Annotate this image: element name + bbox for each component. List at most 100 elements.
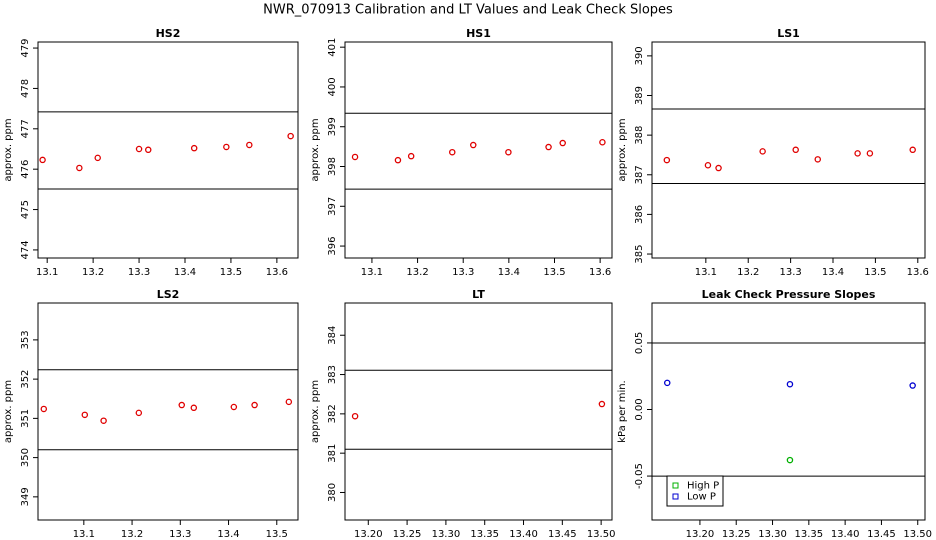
y-tick-label: 351	[20, 409, 31, 428]
y-tick-label: 381	[327, 444, 338, 463]
point	[470, 141, 477, 149]
x-tick-label: 13.30	[432, 529, 461, 540]
plot-frame	[651, 302, 926, 521]
point	[599, 138, 606, 146]
y-tick-label: 384	[327, 326, 338, 345]
y-axis-label: approx. ppm	[3, 380, 14, 443]
y-tick-label: 385	[634, 244, 645, 263]
point	[866, 150, 874, 157]
x-tick-label: 13.45	[867, 529, 896, 540]
point	[449, 148, 456, 156]
y-tick-label: 353	[20, 330, 31, 349]
y-tick-label: 387	[634, 165, 645, 184]
legend-frame	[666, 475, 724, 507]
x-tick-label: 13.1	[73, 529, 95, 540]
point	[351, 153, 359, 161]
x-tick-label: 13.3	[779, 267, 801, 278]
point	[135, 145, 143, 153]
point	[100, 417, 107, 424]
x-tick-label: 13.6	[907, 267, 929, 278]
x-tick-label: 13.20	[354, 529, 383, 540]
x-tick-label: 13.1	[36, 267, 58, 278]
panel-title: LS2	[157, 288, 180, 301]
point	[144, 146, 152, 154]
y-tick-label: 477	[20, 119, 31, 138]
x-tick-label: 13.3	[452, 267, 474, 278]
legend-label: High P	[687, 481, 719, 492]
y-axis-label: approx. ppm	[617, 118, 628, 181]
point	[545, 143, 552, 151]
point	[759, 148, 766, 155]
x-tick-label: 13.45	[548, 529, 577, 540]
y-tick-label: 397	[327, 197, 338, 216]
x-tick-label: 13.5	[266, 529, 288, 540]
x-tick-label: 13.5	[543, 267, 565, 278]
y-tick-label: 389	[634, 86, 645, 105]
y-tick-label: 475	[20, 200, 31, 219]
y-tick-label: 390	[634, 46, 645, 65]
panel-title: Leak Check Pressure Slopes	[702, 288, 876, 301]
y-tick-label: 380	[327, 483, 338, 502]
y-axis-label: approx. ppm	[310, 118, 321, 181]
legend-swatch	[672, 493, 679, 500]
y-tick-label: 398	[327, 157, 338, 176]
y-tick-label: 476	[20, 160, 31, 179]
x-tick-label: 13.6	[589, 267, 611, 278]
x-tick-label: 13.2	[406, 267, 428, 278]
x-tick-label: 13.3	[128, 267, 150, 278]
plot-frame	[651, 41, 926, 259]
point	[178, 401, 185, 409]
y-axis-label: approx. ppm	[3, 118, 14, 181]
x-tick-label: 13.40	[509, 529, 538, 540]
point	[287, 132, 294, 140]
point	[505, 148, 512, 156]
y-tick-label: 396	[327, 237, 338, 256]
y-tick-label: 0.00	[634, 398, 645, 420]
plot-frame	[344, 302, 613, 521]
point	[394, 156, 402, 164]
point	[285, 398, 293, 406]
x-tick-label: 13.35	[470, 529, 499, 540]
x-tick-label: 13.3	[169, 529, 191, 540]
x-tick-label: 13.1	[361, 267, 383, 278]
x-tick-label: 13.35	[795, 529, 824, 540]
y-tick-label: 0.05	[634, 332, 645, 354]
y-tick-label: 386	[634, 205, 645, 224]
point	[663, 156, 671, 164]
point	[663, 379, 671, 387]
point	[40, 405, 48, 413]
x-tick-label: 13.5	[864, 267, 886, 278]
point	[76, 164, 83, 172]
y-tick-label: 479	[20, 39, 31, 58]
point	[135, 409, 143, 417]
y-tick-label: 478	[20, 79, 31, 98]
y-tick-label: -0.05	[634, 463, 645, 489]
point	[786, 456, 794, 464]
y-tick-label: 383	[327, 365, 338, 384]
point	[223, 143, 230, 151]
x-tick-label: 13.25	[393, 529, 422, 540]
y-tick-label: 349	[20, 487, 31, 506]
point	[854, 150, 861, 157]
point	[704, 162, 712, 169]
point	[230, 403, 238, 411]
point	[351, 412, 359, 420]
y-axis-label: kPa per min.	[617, 380, 628, 443]
x-tick-label: 13.50	[903, 529, 932, 540]
point	[715, 164, 722, 172]
panel-title: LS1	[777, 27, 800, 40]
point	[246, 141, 253, 149]
x-tick-label: 13.4	[822, 267, 844, 278]
y-tick-label: 352	[20, 370, 31, 389]
point	[407, 152, 415, 160]
point	[559, 139, 566, 147]
figure-title: NWR_070913 Calibration and LT Values and…	[263, 3, 673, 18]
y-tick-label: 388	[634, 126, 645, 145]
x-tick-label: 13.2	[737, 267, 759, 278]
point	[598, 400, 606, 408]
x-tick-label: 13.4	[174, 267, 196, 278]
legend-swatch	[672, 482, 679, 489]
point	[94, 154, 101, 162]
y-tick-label: 400	[327, 77, 338, 96]
